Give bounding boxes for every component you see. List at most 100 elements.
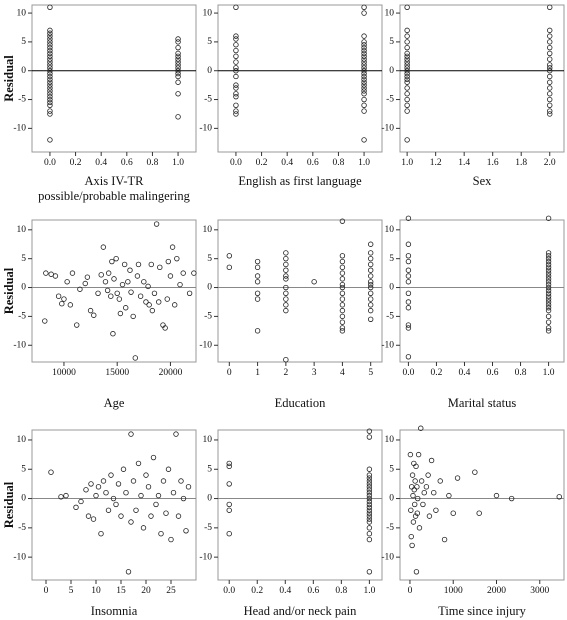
point (233, 111, 239, 117)
point (175, 65, 181, 71)
point (547, 39, 553, 45)
point (412, 478, 418, 484)
point (405, 299, 412, 305)
point (361, 53, 367, 60)
point (410, 519, 417, 525)
point (191, 270, 197, 276)
point (137, 293, 144, 299)
point (408, 507, 414, 513)
point (545, 305, 552, 311)
point (361, 47, 367, 54)
y-tick-label: 10 (385, 8, 395, 18)
y-tick-label: 5 (207, 464, 212, 474)
point (114, 290, 120, 297)
y-tick-label: -5 (386, 312, 394, 322)
y-axis-label: Residual (2, 481, 16, 528)
point (411, 487, 417, 493)
point (163, 510, 169, 516)
x-tick-label: 0.4 (281, 158, 293, 168)
point (175, 91, 181, 97)
point (404, 44, 410, 51)
point (404, 96, 410, 103)
point (233, 68, 239, 74)
point (366, 525, 373, 531)
point (156, 299, 162, 305)
point (361, 85, 367, 91)
plot-frame (31, 219, 197, 363)
point (472, 469, 478, 475)
point (339, 253, 346, 259)
point (493, 492, 500, 499)
point (361, 88, 367, 94)
point (47, 85, 53, 91)
point (77, 286, 83, 292)
plot-frame (399, 4, 565, 153)
point (339, 281, 346, 288)
point (47, 33, 53, 39)
point (47, 53, 53, 60)
x-axis-label: Time since injury (438, 604, 526, 618)
point (177, 281, 183, 288)
x-tick-label: 0.2 (431, 368, 443, 378)
point (413, 569, 420, 575)
point (366, 513, 373, 519)
point (82, 280, 88, 287)
point (361, 62, 367, 68)
point (418, 478, 425, 484)
point (233, 102, 239, 109)
point (410, 492, 416, 499)
point (361, 108, 367, 114)
point (454, 475, 461, 481)
point (423, 484, 430, 490)
point (366, 484, 373, 490)
x-tick-label: 0 (408, 586, 413, 596)
point (153, 221, 160, 227)
point (175, 36, 181, 42)
point (100, 478, 107, 484)
point (545, 264, 552, 271)
point (433, 507, 439, 513)
point (547, 44, 553, 51)
point (545, 293, 552, 299)
point (404, 76, 410, 83)
point (47, 96, 53, 103)
point (366, 531, 373, 537)
x-tick-label: 0.8 (335, 586, 347, 596)
x-tick-label: 0.4 (459, 368, 471, 378)
point (367, 281, 374, 288)
point (130, 313, 136, 320)
point (105, 507, 112, 513)
y-tick-label: 10 (17, 435, 27, 445)
y-tick-label: 0 (21, 66, 26, 76)
point (367, 267, 374, 273)
x-tick-label: 1.0 (543, 368, 555, 378)
point (102, 279, 109, 285)
x-tick-label: 10000 (52, 368, 76, 378)
point (170, 489, 177, 496)
y-tick-label: 10 (203, 435, 213, 445)
y-tick-label: -5 (386, 523, 394, 533)
point (366, 536, 373, 543)
point (431, 489, 437, 496)
point (446, 492, 452, 499)
point (404, 53, 410, 60)
point (115, 481, 122, 487)
point (85, 513, 92, 519)
y-tick-label: -5 (204, 95, 212, 105)
point (556, 494, 562, 500)
point (404, 102, 410, 109)
y-tick-label: -5 (386, 95, 394, 105)
point (138, 492, 144, 499)
y-tick-label: 5 (21, 254, 26, 264)
point (545, 299, 552, 305)
point (64, 279, 70, 285)
point (226, 481, 232, 487)
point (361, 73, 367, 80)
point (105, 270, 112, 276)
y-tick-label: -5 (18, 523, 26, 533)
point (78, 498, 84, 505)
x-tick-label: 0.0 (223, 586, 235, 596)
point (407, 451, 414, 458)
point (420, 501, 426, 508)
point (339, 276, 346, 282)
